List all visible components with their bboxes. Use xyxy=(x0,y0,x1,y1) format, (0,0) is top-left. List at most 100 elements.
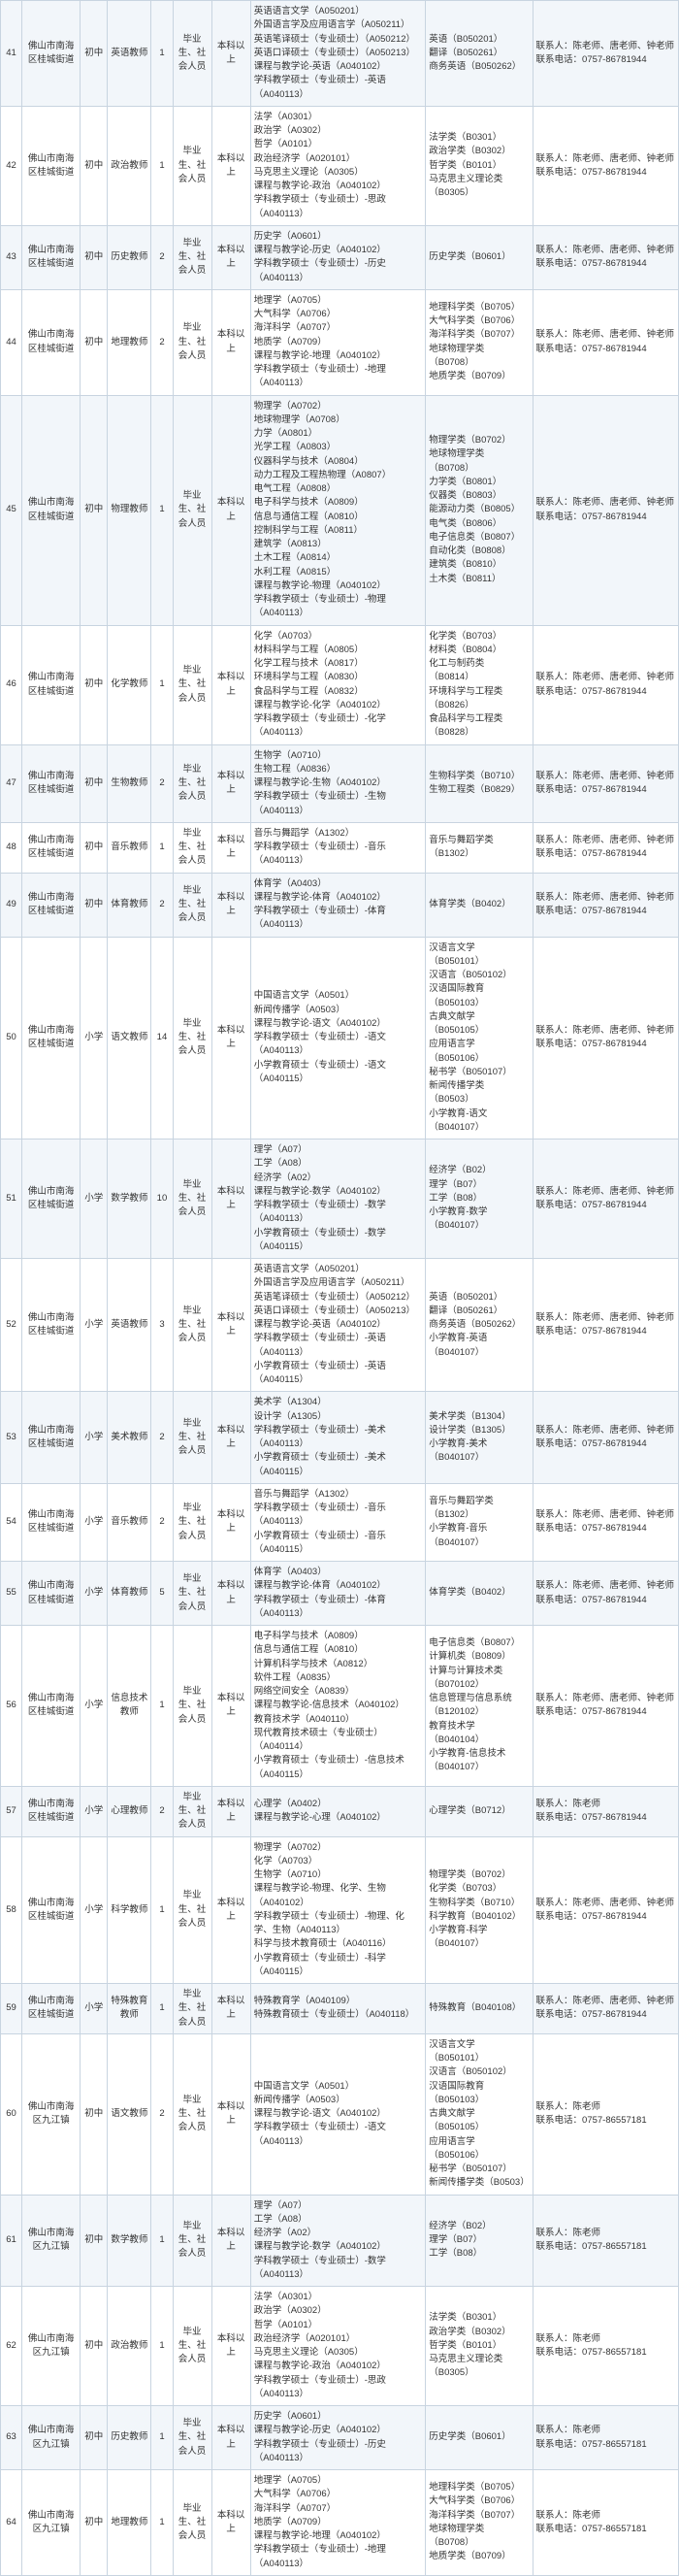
major-a: 电子科学与技术（A0809） 信息与通信工程（A0810） 计算机科学与技术（A… xyxy=(250,1626,426,1787)
table-row: 60佛山市南海区九江镇初中语文教师2毕业生、社会人员本科以上中国语言文学（A05… xyxy=(1,2033,679,2195)
row-number: 59 xyxy=(1,1984,22,2034)
count: 2 xyxy=(151,2033,173,2195)
position: 心理教师 xyxy=(108,1786,151,1836)
contact: 联系人：陈老师、唐老师、钟老师 联系电话：0757-86781944 xyxy=(533,395,678,625)
level: 小学 xyxy=(81,1786,108,1836)
count: 1 xyxy=(151,822,173,873)
contact: 联系人：陈老师、唐老师、钟老师 联系电话：0757-86781944 xyxy=(533,225,678,289)
row-number: 63 xyxy=(1,2406,22,2470)
count: 1 xyxy=(151,2287,173,2406)
education: 本科以上 xyxy=(211,1,250,107)
row-number: 42 xyxy=(1,106,22,225)
education: 本科以上 xyxy=(211,1786,250,1836)
table-row: 44佛山市南海区桂城街道初中地理教师2毕业生、社会人员本科以上地理学（A0705… xyxy=(1,289,679,395)
count: 1 xyxy=(151,1626,173,1787)
major-b: 法学类（B0301） 政治学类（B0302） 哲学类（B0101） 马克思主义理… xyxy=(426,106,533,225)
level: 初中 xyxy=(81,289,108,395)
level: 初中 xyxy=(81,2287,108,2406)
position: 地理教师 xyxy=(108,2470,151,2576)
major-b: 地理科学类（B0705） 大气科学类（B0706） 海洋科学类（B0707） 地… xyxy=(426,2470,533,2576)
count: 2 xyxy=(151,1786,173,1836)
table-row: 56佛山市南海区桂城街道小学信息技术教师1毕业生、社会人员本科以上电子科学与技术… xyxy=(1,1626,679,1787)
position: 科学教师 xyxy=(108,1836,151,1984)
major-a: 物理学（A0702） 地球物理学（A0708） 力学（A0801） 光学工程（A… xyxy=(250,395,426,625)
level: 小学 xyxy=(81,1836,108,1984)
level: 小学 xyxy=(81,1626,108,1787)
major-b: 物理学类（B0702） 地球物理学类（B0708） 力学类（B0801） 仪器类… xyxy=(426,395,533,625)
major-a: 中国语言文学（A0501） 新闻传播学（A0503） 课程与教学论-语文（A04… xyxy=(250,2033,426,2195)
level: 初中 xyxy=(81,744,108,822)
education: 本科以上 xyxy=(211,873,250,937)
contact: 联系人：陈老师、唐老师、钟老师 联系电话：0757-86781944 xyxy=(533,822,678,873)
source: 毕业生、社会人员 xyxy=(173,106,211,225)
table-row: 46佛山市南海区桂城街道初中化学教师1毕业生、社会人员本科以上化学（A0703）… xyxy=(1,625,679,744)
row-number: 64 xyxy=(1,2470,22,2576)
major-b: 经济学（B02） 理学（B07） 工学（B08） 小学教育-数学（B040107… xyxy=(426,1139,533,1259)
source: 毕业生、社会人员 xyxy=(173,873,211,937)
major-a: 化学（A0703） 材料科学与工程（A0805） 化学工程与技术（A0817） … xyxy=(250,625,426,744)
count: 2 xyxy=(151,225,173,289)
org: 佛山市南海区桂城街道 xyxy=(22,1984,81,2034)
major-a: 特殊教育学（A040109） 特殊教育硕士（专业硕士）（A040118） xyxy=(250,1984,426,2034)
contact: 联系人：陈老师、唐老师、钟老师 联系电话：0757-86781944 xyxy=(533,1483,678,1561)
contact: 联系人：陈老师、唐老师、钟老师 联系电话：0757-86781944 xyxy=(533,873,678,937)
row-number: 51 xyxy=(1,1139,22,1259)
education: 本科以上 xyxy=(211,937,250,1139)
position: 数学教师 xyxy=(108,2195,151,2287)
count: 1 xyxy=(151,1836,173,1984)
education: 本科以上 xyxy=(211,625,250,744)
level: 初中 xyxy=(81,2195,108,2287)
source: 毕业生、社会人员 xyxy=(173,2033,211,2195)
position: 音乐教师 xyxy=(108,1483,151,1561)
position: 音乐教师 xyxy=(108,822,151,873)
position: 英语教师 xyxy=(108,1,151,107)
level: 初中 xyxy=(81,106,108,225)
count: 1 xyxy=(151,625,173,744)
contact: 联系人：陈老师 联系电话：0757-86781944 xyxy=(533,1786,678,1836)
count: 2 xyxy=(151,744,173,822)
table-row: 47佛山市南海区桂城街道初中生物教师2毕业生、社会人员本科以上生物学（A0710… xyxy=(1,744,679,822)
org: 佛山市南海区桂城街道 xyxy=(22,625,81,744)
row-number: 54 xyxy=(1,1483,22,1561)
table-row: 55佛山市南海区桂城街道小学体育教师5毕业生、社会人员本科以上体育学（A0403… xyxy=(1,1562,679,1626)
level: 小学 xyxy=(81,1483,108,1561)
org: 佛山市南海区桂城街道 xyxy=(22,1562,81,1626)
position: 政治教师 xyxy=(108,106,151,225)
education: 本科以上 xyxy=(211,1984,250,2034)
org: 佛山市南海区桂城街道 xyxy=(22,1139,81,1259)
row-number: 50 xyxy=(1,937,22,1139)
level: 小学 xyxy=(81,1984,108,2034)
contact: 联系人：陈老师 联系电话：0757-86557181 xyxy=(533,2033,678,2195)
education: 本科以上 xyxy=(211,1483,250,1561)
table-row: 54佛山市南海区桂城街道小学音乐教师2毕业生、社会人员本科以上音乐与舞蹈学（A1… xyxy=(1,1483,679,1561)
contact: 联系人：陈老师、唐老师、钟老师 联系电话：0757-86781944 xyxy=(533,744,678,822)
contact: 联系人：陈老师、唐老师、钟老师 联系电话：0757-86781944 xyxy=(533,289,678,395)
education: 本科以上 xyxy=(211,822,250,873)
count: 3 xyxy=(151,1259,173,1392)
education: 本科以上 xyxy=(211,2033,250,2195)
major-b: 历史学类（B0601） xyxy=(426,225,533,289)
level: 初中 xyxy=(81,1,108,107)
major-b: 特殊教育（B040108） xyxy=(426,1984,533,2034)
source: 毕业生、社会人员 xyxy=(173,1984,211,2034)
table-row: 58佛山市南海区桂城街道小学科学教师1毕业生、社会人员本科以上物理学（A0702… xyxy=(1,1836,679,1984)
recruitment-table: 41佛山市南海区桂城街道初中英语教师1毕业生、社会人员本科以上英语语言文学（A0… xyxy=(0,0,679,2576)
education: 本科以上 xyxy=(211,1139,250,1259)
education: 本科以上 xyxy=(211,225,250,289)
org: 佛山市南海区桂城街道 xyxy=(22,1786,81,1836)
source: 毕业生、社会人员 xyxy=(173,2287,211,2406)
source: 毕业生、社会人员 xyxy=(173,937,211,1139)
position: 数学教师 xyxy=(108,1139,151,1259)
major-a: 地理学（A0705） 大气科学（A0706） 海洋科学（A0707） 地质学（A… xyxy=(250,2470,426,2576)
major-b: 物理学类（B0702） 化学类（B0703） 生物科学类（B0710） 科学教育… xyxy=(426,1836,533,1984)
org: 佛山市南海区桂城街道 xyxy=(22,937,81,1139)
major-b: 心理学类（B0712） xyxy=(426,1786,533,1836)
major-b: 英语（B050201） 翻译（B050261） 商务英语（B050262） xyxy=(426,1,533,107)
row-number: 58 xyxy=(1,1836,22,1984)
org: 佛山市南海区桂城街道 xyxy=(22,395,81,625)
count: 1 xyxy=(151,106,173,225)
contact: 联系人：陈老师 联系电话：0757-86557181 xyxy=(533,2406,678,2470)
major-b: 体育学类（B0402） xyxy=(426,1562,533,1626)
major-b: 汉语言文学（B050101） 汉语言（B050102） 汉语国际教育（B0501… xyxy=(426,937,533,1139)
org: 佛山市南海区桂城街道 xyxy=(22,1836,81,1984)
